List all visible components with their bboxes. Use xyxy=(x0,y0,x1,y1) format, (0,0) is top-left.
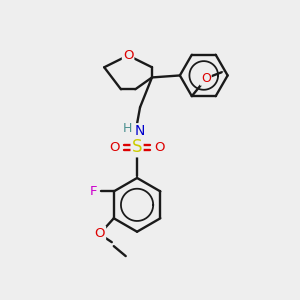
Text: F: F xyxy=(90,185,98,198)
Text: methyl: methyl xyxy=(222,71,226,72)
Text: O: O xyxy=(123,49,134,62)
Text: O: O xyxy=(201,72,211,85)
Text: N: N xyxy=(135,124,145,138)
Text: S: S xyxy=(132,138,142,156)
Text: H: H xyxy=(122,122,132,135)
Text: O: O xyxy=(109,141,119,154)
Text: O: O xyxy=(94,227,105,240)
Text: O: O xyxy=(155,141,165,154)
